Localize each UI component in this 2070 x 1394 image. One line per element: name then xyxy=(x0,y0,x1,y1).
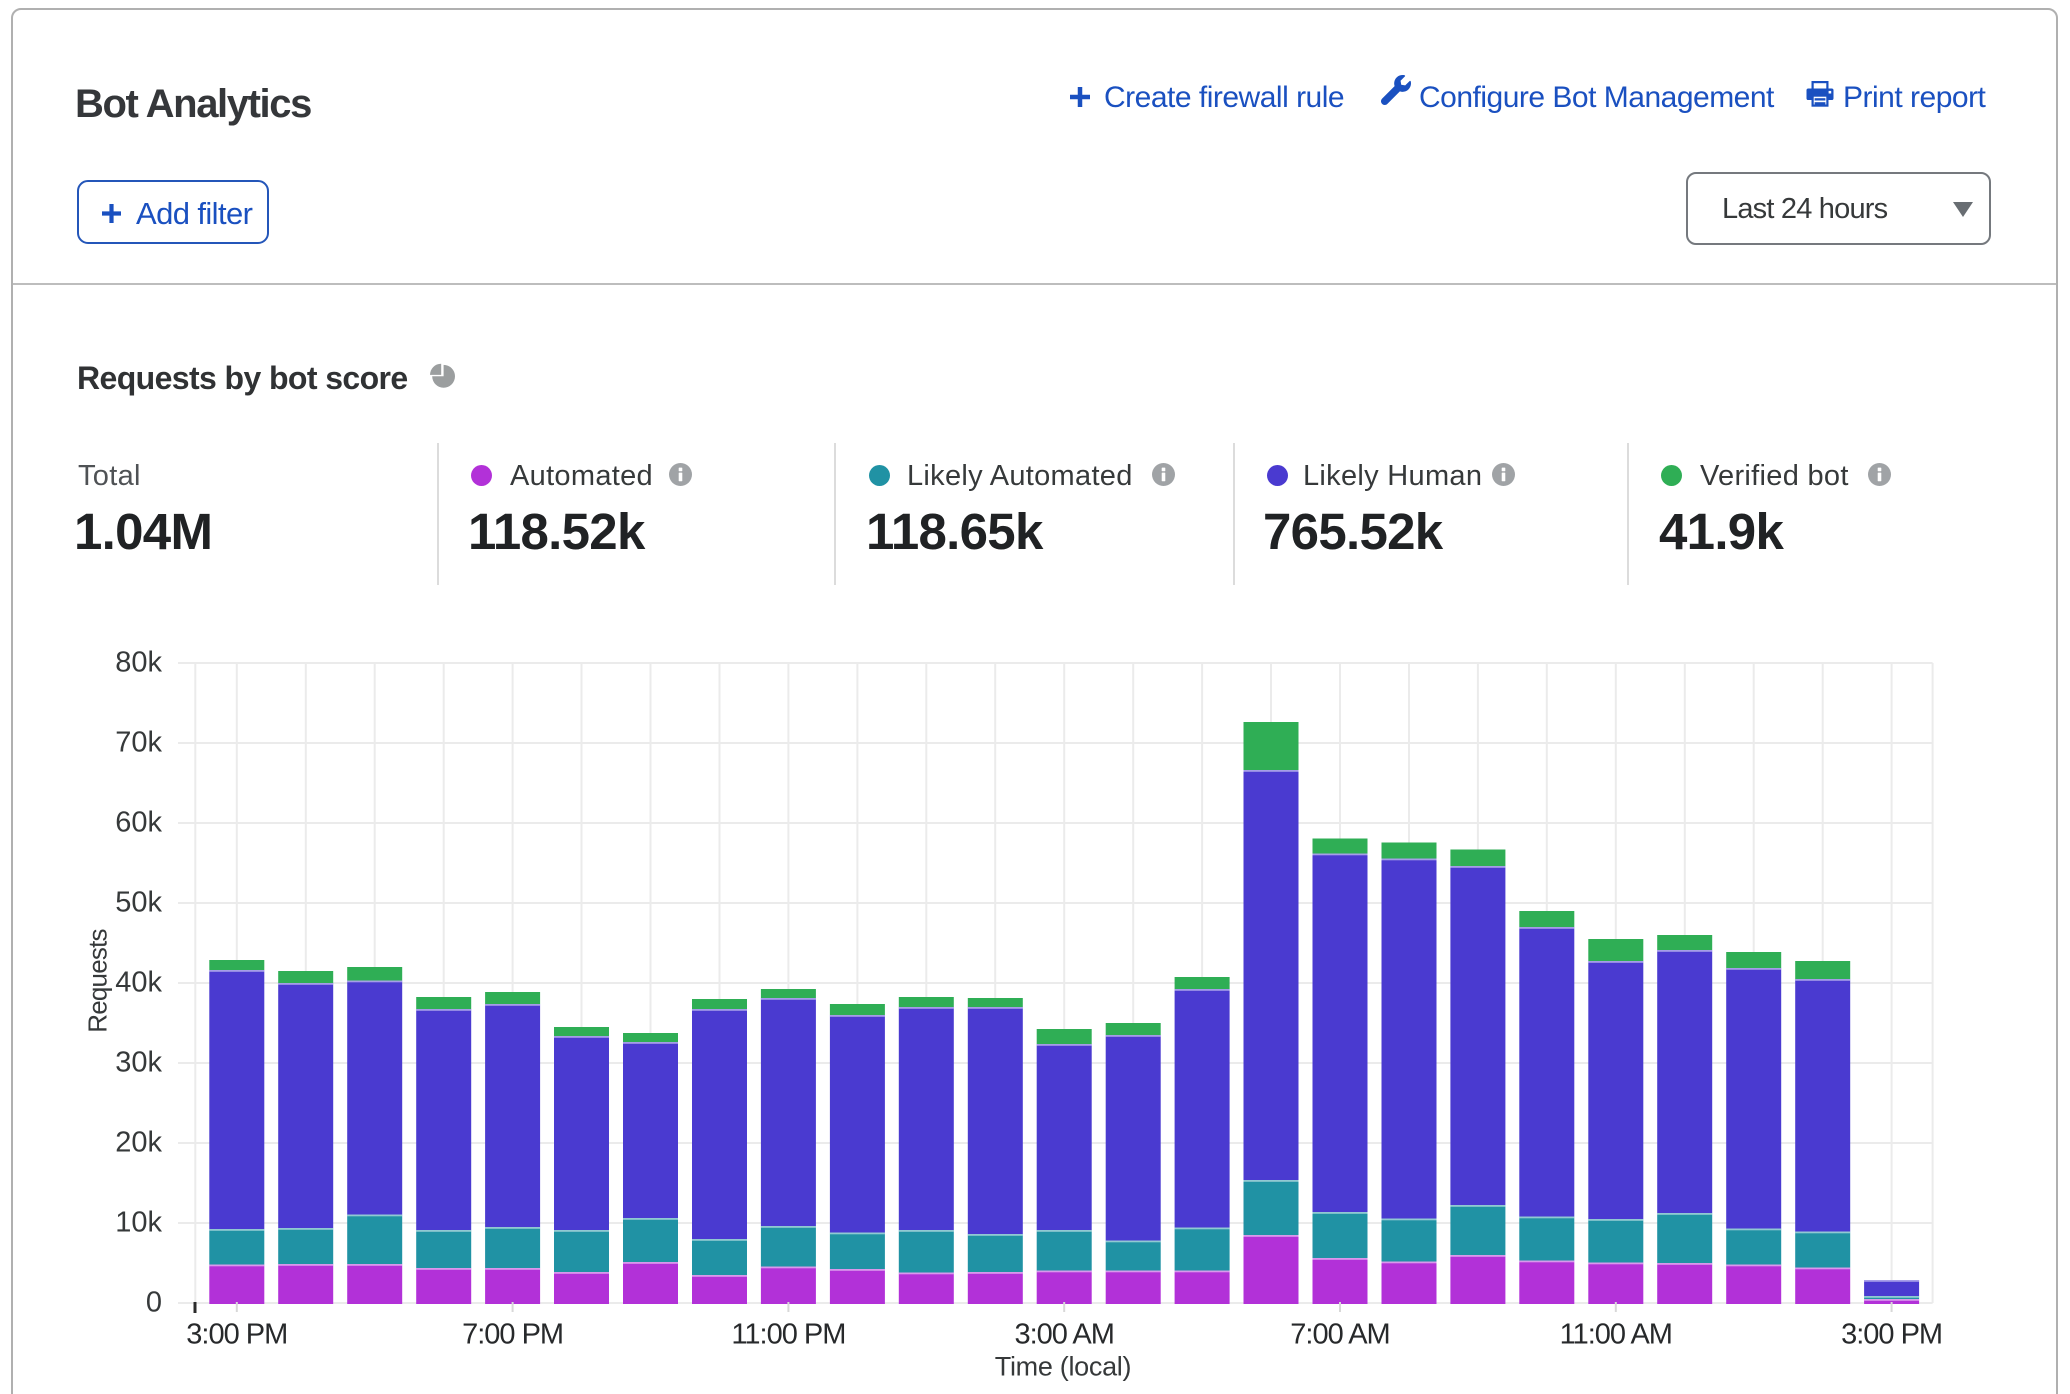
svg-text:7:00 PM: 7:00 PM xyxy=(462,1319,563,1351)
svg-text:40k: 40k xyxy=(115,966,162,998)
svg-text:10k: 10k xyxy=(115,1206,162,1238)
svg-text:0: 0 xyxy=(146,1286,162,1318)
svg-text:11:00 AM: 11:00 AM xyxy=(1560,1319,1672,1351)
svg-text:20k: 20k xyxy=(115,1126,162,1158)
svg-text:11:00 PM: 11:00 PM xyxy=(731,1319,845,1351)
svg-text:30k: 30k xyxy=(115,1046,162,1078)
svg-text:3:00 AM: 3:00 AM xyxy=(1014,1319,1113,1351)
svg-text:3:00 PM: 3:00 PM xyxy=(186,1319,287,1351)
svg-text:70k: 70k xyxy=(115,726,162,758)
svg-text:50k: 50k xyxy=(115,886,162,918)
svg-text:3:00 PM: 3:00 PM xyxy=(1841,1319,1942,1351)
svg-text:7:00 AM: 7:00 AM xyxy=(1290,1319,1389,1351)
svg-text:60k: 60k xyxy=(115,806,162,838)
svg-text:Time (local): Time (local) xyxy=(995,1352,1131,1382)
svg-text:80k: 80k xyxy=(115,646,162,678)
svg-text:Requests: Requests xyxy=(83,928,113,1032)
